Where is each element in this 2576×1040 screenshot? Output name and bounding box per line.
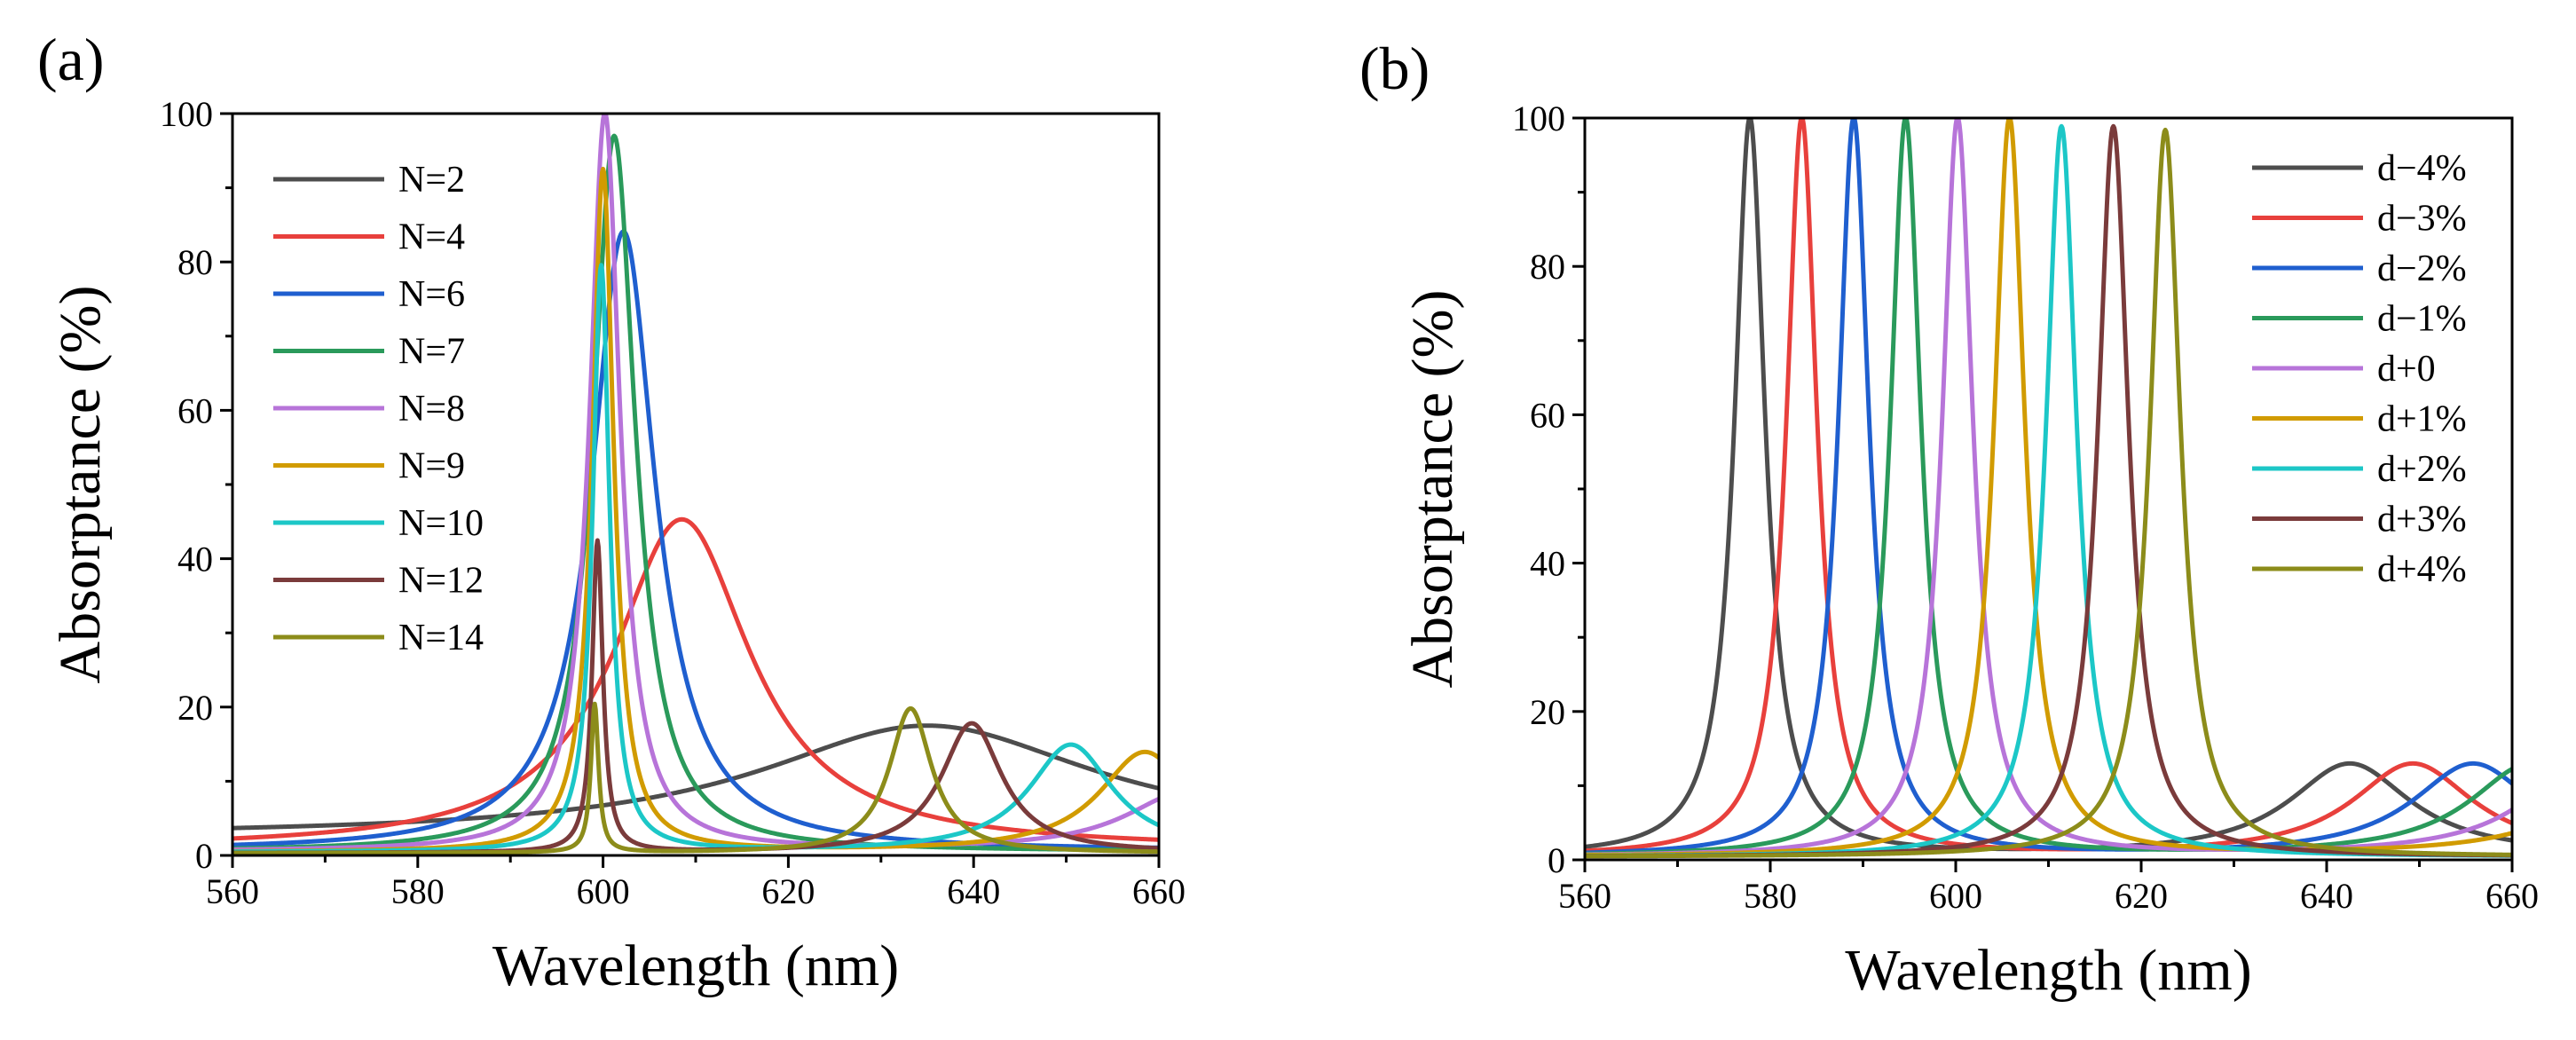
y-tick-label: 60 — [1530, 395, 1565, 435]
series-line-3 — [232, 229, 1159, 850]
x-tick-label: 620 — [2115, 876, 2168, 916]
y-tick-label: 20 — [177, 688, 213, 728]
legend-label: d−4% — [2377, 148, 2467, 189]
panel-label: (a) — [37, 26, 104, 93]
series-line-4 — [232, 133, 1159, 853]
legend-label: d+1% — [2377, 399, 2467, 440]
legend-label: N=9 — [398, 446, 465, 487]
x-tick-label: 560 — [206, 871, 259, 911]
x-tick-label: 560 — [1558, 876, 1611, 916]
y-tick-label: 40 — [1530, 544, 1565, 584]
x-tick-label: 580 — [1744, 876, 1797, 916]
y-tick-label: 0 — [1548, 840, 1565, 880]
series-line-9 — [1585, 127, 2512, 859]
x-axis-title: Wavelength (nm) — [1845, 938, 2251, 1003]
y-tick-label: 40 — [177, 540, 213, 579]
x-tick-label: 660 — [1132, 871, 1186, 911]
series-line-4 — [1585, 118, 2512, 856]
series-line-8 — [1585, 123, 2512, 859]
series-group — [232, 114, 1159, 855]
legend: N=2 N=4 N=6 N=7 N=8 N=9 N=10 N=12 N=14 — [273, 160, 484, 658]
y-tick-label: 0 — [195, 836, 213, 876]
legend-label: N=2 — [398, 160, 465, 201]
x-tick-label: 580 — [391, 871, 445, 911]
chart-panel-b: (b) 560 580 600 620 640 660 0 20 40 60 80 100 Wavelen… — [1359, 35, 2539, 1003]
series-line-7 — [1585, 123, 2512, 858]
legend-label: N=4 — [398, 217, 465, 258]
legend-label: d−1% — [2377, 299, 2467, 340]
y-axis-title: Absorptance (%) — [48, 286, 113, 684]
legend-label: N=14 — [398, 618, 484, 658]
series-line-1 — [232, 723, 1159, 831]
y-tick-label: 80 — [1530, 247, 1565, 287]
legend-label: N=8 — [398, 389, 465, 429]
legend-label: d−2% — [2377, 248, 2467, 289]
x-tick-label: 660 — [2485, 876, 2539, 916]
y-tick-label: 60 — [177, 390, 213, 430]
series-line-6 — [1585, 118, 2512, 858]
legend-label: N=12 — [398, 561, 484, 602]
series-line-9 — [232, 701, 1159, 855]
plot-frame — [1583, 116, 2514, 862]
legend-label: N=7 — [398, 332, 465, 373]
y-tick-label: 80 — [177, 242, 213, 282]
series-line-5 — [232, 114, 1159, 852]
series-line-2 — [232, 516, 1159, 842]
x-axis-title: Wavelength (nm) — [492, 934, 899, 998]
legend: d−4% d−3% d−2% d−1% d+0 d+1% d+2% d+3% d+4% — [2252, 148, 2467, 590]
legend-label: N=6 — [398, 274, 465, 315]
y-axis-title: Absorptance (%) — [1400, 290, 1465, 689]
series-group — [1585, 118, 2512, 859]
series-line-1 — [1585, 118, 2512, 852]
series-line-6 — [232, 166, 1159, 854]
x-tick-label: 640 — [947, 871, 1000, 911]
legend-label: d−3% — [2377, 199, 2467, 240]
series-line-8 — [232, 538, 1159, 855]
legend-label: d+0 — [2377, 349, 2436, 390]
y-tick-label: 20 — [1530, 692, 1565, 732]
legend-label: d+3% — [2377, 500, 2467, 540]
y-tick-label: 100 — [160, 94, 213, 134]
x-tick-label: 600 — [1929, 876, 1982, 916]
legend-label: d+4% — [2377, 549, 2467, 590]
legend-label: N=10 — [398, 503, 484, 544]
chart-panel-a: (a) 560 580 600 620 640 660 0 20 40 60 80 100 Wavelen… — [37, 26, 1186, 998]
panel-label: (b) — [1359, 35, 1430, 102]
legend-label: d+2% — [2377, 449, 2467, 490]
x-tick-label: 600 — [577, 871, 630, 911]
series-line-2 — [1585, 118, 2512, 854]
x-tick-label: 620 — [761, 871, 815, 911]
series-line-5 — [1585, 118, 2512, 857]
y-tick-label: 100 — [1512, 98, 1565, 138]
series-line-3 — [1585, 118, 2512, 855]
x-tick-label: 640 — [2300, 876, 2353, 916]
